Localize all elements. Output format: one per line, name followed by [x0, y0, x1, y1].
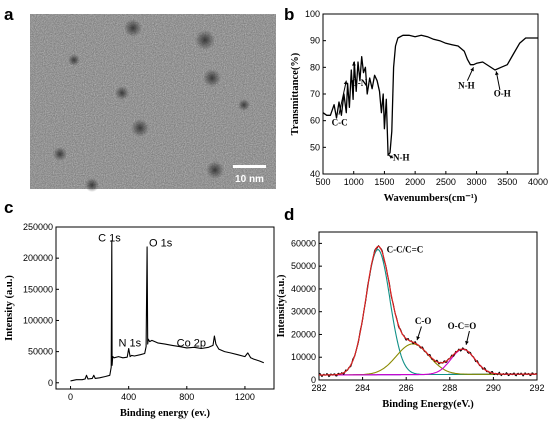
x-tick-label: 500	[315, 177, 330, 187]
peak-label-c1s: C 1s	[98, 232, 121, 244]
y-tick-label: 60	[310, 116, 320, 126]
annotation-c-c: C-C	[332, 117, 348, 127]
panel-letter-c: c	[4, 198, 13, 217]
y-tick-label: 20000	[291, 329, 316, 339]
fit-envelope-line	[319, 245, 537, 376]
y-tick-label: 10000	[291, 352, 316, 362]
y-tick-label: 90	[310, 36, 320, 46]
annotation-arrow-head	[343, 80, 348, 85]
xps-c1s-chart: 282 284 286 288 290 292 0 10000 20000 30000 40000 5…	[276, 231, 545, 410]
y-tick-label: 0	[311, 375, 316, 385]
nanodot	[124, 19, 142, 37]
nanodot	[85, 178, 99, 192]
nanodot	[115, 86, 129, 100]
annotation-c-n: C-N	[351, 78, 367, 88]
nanodot	[53, 147, 67, 161]
x-axis-title: Binding Energy(eV.)	[382, 399, 474, 410]
y-tick-label: 30000	[291, 307, 316, 317]
y-tick-label: 150000	[23, 284, 53, 294]
annotation-n-h-high: N-H	[458, 81, 475, 91]
y-tick-label: 80	[310, 62, 320, 72]
annotation-arrow-head	[416, 336, 420, 341]
peak-label-o1s: O 1s	[149, 238, 173, 250]
x-tick-label: 1000	[344, 177, 364, 187]
y-axis-title: Intensity (a.u.)	[4, 275, 15, 341]
nanodot	[238, 99, 250, 111]
y-tick-label: 0	[48, 378, 53, 388]
ftir-line	[322, 34, 538, 156]
annotation-arrow-head	[470, 67, 474, 72]
annotation-arrow-head	[352, 62, 356, 66]
nanodot	[68, 54, 80, 66]
y-axis-title: Intensity(a.u.)	[276, 274, 287, 338]
xps-survey-line	[70, 240, 265, 382]
x-tick-label: 1500	[374, 177, 394, 187]
x-tick-label: 2000	[405, 177, 425, 187]
x-axis-title: Binding energy (ev.)	[120, 408, 211, 419]
annotation-arrow	[338, 80, 347, 115]
scale-bar-label: 10 nm	[235, 174, 264, 185]
annotation-o-h: O-H	[494, 89, 511, 99]
panel-letter-a: a	[4, 5, 14, 24]
annotation-arrow-head	[389, 155, 394, 159]
x-tick-label: 284	[355, 383, 370, 393]
y-tick-label: 250000	[23, 222, 53, 232]
panel-letter-b: b	[284, 5, 294, 24]
y-axis-title: Transmittance(%)	[290, 52, 301, 135]
y-tick-label: 50	[310, 142, 320, 152]
y-tick-label: 100000	[23, 315, 53, 325]
y-tick-label: 50000	[28, 347, 53, 357]
x-axis-title: Wavenumbers(cm⁻¹)	[384, 193, 478, 204]
xps-survey-chart: 0 400 800 1200 0 50000 100000 150000 200000 25000…	[4, 222, 275, 419]
x-tick-label: 282	[311, 383, 326, 393]
x-tick-label: 292	[529, 383, 544, 393]
component-curve	[319, 343, 537, 376]
raw-spectrum-line	[318, 245, 538, 378]
annotation-c-o: C-O	[415, 316, 432, 326]
y-tick-label: 200000	[23, 253, 53, 263]
nanodot	[206, 161, 224, 179]
plot-frame	[55, 226, 275, 390]
x-tick-label: 286	[399, 383, 414, 393]
nanodot	[203, 69, 221, 87]
ftir-chart: 500 1000 1500 2000 2500 3000 3500 4000 40 50 60 70 8…	[290, 9, 548, 204]
x-tick-label: 800	[179, 392, 194, 402]
peak-label-n1s: N 1s	[118, 338, 141, 350]
x-tick-label: 288	[442, 383, 457, 393]
y-tick-label: 70	[310, 89, 320, 99]
nanodot	[131, 119, 149, 137]
y-tick-label: 100	[305, 9, 320, 19]
x-tick-label: 2500	[436, 177, 456, 187]
x-tick-label: 3000	[467, 177, 487, 187]
panel-letter-d: d	[284, 205, 294, 224]
annotation-o-c-o: O-C=O	[448, 321, 477, 331]
x-tick-label: 1200	[235, 392, 255, 402]
scale-bar	[233, 165, 266, 168]
annotation-n-h-low: N-H	[393, 153, 410, 163]
y-tick-label: 40000	[291, 284, 316, 294]
nanodot	[195, 30, 215, 50]
y-tick-label: 60000	[291, 238, 316, 248]
y-tick-label: 50000	[291, 261, 316, 271]
y-tick-label: 40	[310, 169, 320, 179]
annotation-arrow-head	[495, 71, 499, 76]
annotation-arrow-head	[465, 340, 469, 345]
x-tick-label: 4000	[528, 177, 548, 187]
component-curve	[319, 249, 537, 376]
x-tick-label: 3500	[497, 177, 517, 187]
x-tick-label: 0	[68, 392, 73, 402]
tem-image: 10 nm	[30, 14, 276, 192]
peak-label-co2p: Co 2p	[177, 338, 206, 350]
x-tick-label: 400	[121, 392, 136, 402]
annotation-cc-cce: C-C/C=C	[387, 244, 424, 254]
plot-frame	[318, 231, 538, 381]
x-tick-label: 290	[486, 383, 501, 393]
